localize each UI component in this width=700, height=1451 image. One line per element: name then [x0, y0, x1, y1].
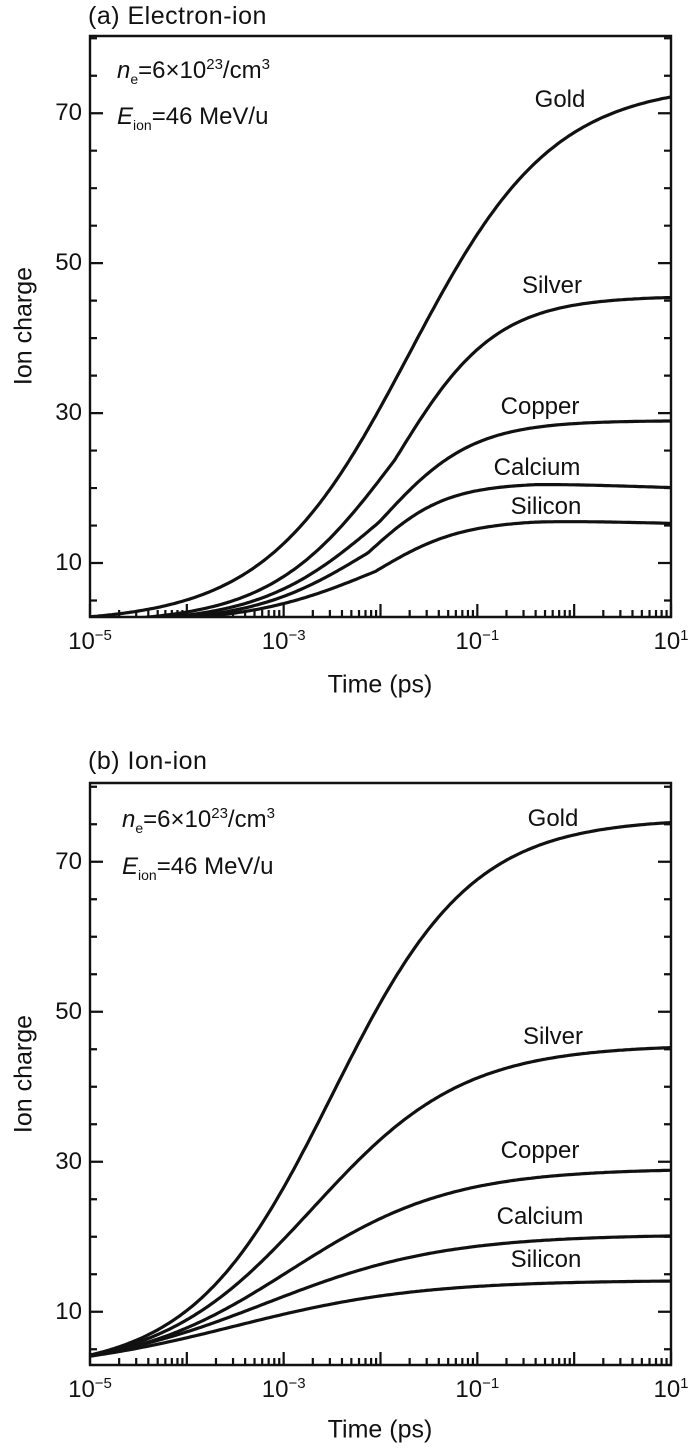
x-tick-label: 101 — [653, 627, 689, 655]
panel-a-y-axis-title: Ion charge — [9, 266, 38, 386]
curve-copper — [163, 419, 670, 616]
panel-b-title: (b) Ion-ion — [88, 747, 208, 775]
annotation-ion-energy: Eion=46 MeV/u — [117, 103, 269, 133]
curve-label-copper: Copper — [500, 393, 580, 420]
panel-b-y-axis-title: Ion charge — [9, 1014, 38, 1134]
curve-label-copper: Copper — [500, 1137, 580, 1164]
y-tick-label: 10 — [55, 1297, 82, 1325]
x-tick-label: 101 — [653, 1375, 689, 1403]
curve-label-silicon: Silicon — [510, 1246, 582, 1273]
curve-label-gold: Gold — [534, 86, 586, 113]
annotation-electron-density: ne=6×1023/cm3 — [122, 805, 275, 836]
curve-label-silver: Silver — [521, 272, 583, 299]
panel-a-x-axis-title: Time (ps) — [327, 670, 433, 699]
curve-copper — [91, 1168, 670, 1358]
curve-label-calcium: Calcium — [493, 454, 581, 481]
curve-silicon — [91, 1279, 670, 1358]
x-tick-label: 10−1 — [455, 627, 500, 655]
x-tick-label: 10−3 — [261, 627, 306, 655]
x-tick-label: 10−3 — [261, 1375, 306, 1403]
annotation-electron-density: ne=6×1023/cm3 — [117, 56, 270, 87]
curve-label-silver: Silver — [522, 1023, 584, 1050]
curve-calcium — [180, 483, 670, 616]
y-tick-label: 50 — [55, 249, 82, 277]
y-tick-label: 70 — [55, 99, 82, 127]
curve-gold — [91, 95, 670, 616]
panel-a-title: (a) Electron-ion — [88, 2, 267, 30]
x-tick-label: 10−5 — [68, 627, 112, 655]
y-tick-label: 10 — [55, 549, 82, 577]
panel-b-x-axis-title: Time (ps) — [327, 1415, 433, 1444]
curve-calcium — [91, 1234, 670, 1357]
curve-label-gold: Gold — [527, 805, 579, 832]
curve-label-silicon: Silicon — [510, 493, 582, 520]
x-tick-label: 10−1 — [455, 1375, 500, 1403]
annotation-ion-energy: Eion=46 MeV/u — [122, 853, 274, 883]
curve-silver — [141, 295, 670, 616]
y-tick-label: 70 — [55, 847, 82, 875]
y-tick-label: 30 — [55, 399, 82, 427]
curve-silver — [91, 1046, 670, 1357]
curve-label-calcium: Calcium — [496, 1203, 584, 1230]
y-tick-label: 30 — [55, 1147, 82, 1175]
y-tick-label: 50 — [55, 997, 82, 1025]
x-tick-label: 10−5 — [68, 1375, 112, 1403]
curve-gold — [91, 820, 670, 1357]
curve-silicon — [192, 520, 670, 616]
